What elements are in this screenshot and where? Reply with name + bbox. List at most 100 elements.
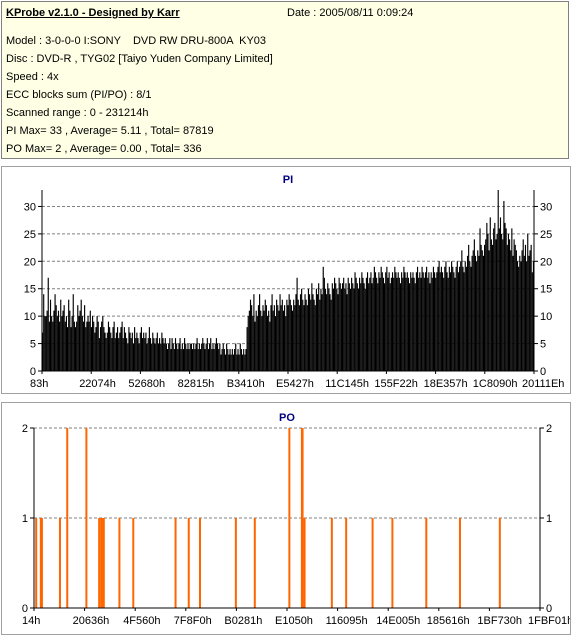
pi-bar	[490, 239, 492, 371]
pi-bar	[403, 266, 405, 371]
pi-bar	[473, 239, 475, 371]
pi-x-tick-label: 18E357h	[424, 378, 468, 390]
pi-y-tick-label-right: 5	[540, 339, 546, 351]
pi-bar	[447, 277, 449, 371]
pi-bar	[523, 255, 525, 371]
pi-bar	[439, 272, 441, 371]
pi-bar	[397, 272, 399, 371]
pi-bar	[291, 310, 294, 371]
pi-bar	[265, 305, 267, 371]
pi-bar	[489, 217, 491, 371]
pi-bar	[448, 266, 450, 371]
pi-bar	[518, 266, 520, 371]
pi-bar	[51, 316, 53, 371]
po-bar	[234, 518, 237, 608]
pi-bar	[376, 277, 378, 371]
pi-bar	[195, 343, 197, 371]
pi-bar	[498, 228, 500, 371]
pi-bar	[185, 343, 187, 371]
pi-bar	[205, 343, 207, 371]
pi-x-tick-label: 82815h	[178, 378, 215, 390]
pi-bar	[62, 310, 64, 371]
po-bar	[458, 518, 461, 608]
pi-bar	[238, 354, 240, 371]
pi-bar	[385, 272, 387, 371]
pi-bar	[191, 349, 194, 371]
po-x-tick-label: E1050h	[275, 615, 313, 627]
pi-bar	[227, 349, 229, 371]
pi-bar	[110, 332, 112, 371]
pi-bar	[134, 327, 136, 371]
po-bar	[35, 518, 38, 608]
pi-bar	[172, 343, 174, 371]
pi-bar	[147, 338, 149, 371]
pi-bar	[120, 327, 122, 371]
pi-bar	[310, 299, 312, 371]
pi-bar	[390, 277, 392, 371]
pi-bar	[144, 338, 146, 371]
pi-bar	[309, 294, 311, 371]
pi-bar	[293, 299, 295, 371]
pi-bar	[141, 338, 144, 371]
pi-x-tick-label: E5427h	[276, 378, 314, 390]
pi-bar	[177, 349, 179, 371]
pi-bar	[322, 266, 324, 371]
pi-bar	[49, 299, 52, 371]
pi-bar	[485, 239, 487, 371]
pi-bar	[255, 310, 257, 371]
po-x-tick-label: B0281h	[224, 615, 262, 627]
pi-bar	[102, 316, 104, 371]
pi-bar	[391, 272, 394, 371]
pi-bar	[135, 338, 137, 371]
pi-bar	[361, 272, 363, 371]
pi-bar	[394, 266, 396, 371]
pi-bar	[511, 228, 513, 371]
pi-bar	[222, 343, 224, 371]
pi-bar	[497, 190, 499, 371]
po-chart-panel: PO 0 0 1 1 2 2 14h 20636h 4F560h 7F8F0h B0281h E1050…	[1, 402, 572, 635]
pi-bar	[493, 228, 495, 371]
pi-bar	[132, 343, 135, 371]
pi-bar	[143, 332, 145, 371]
pi-bar	[285, 316, 287, 371]
pi-bar	[412, 272, 414, 371]
pi-bar	[495, 239, 497, 371]
pi-bar	[371, 283, 373, 371]
po-y-tick-label: 0	[22, 603, 28, 615]
po-x-tick-label: 14E005h	[376, 615, 420, 627]
pi-bar	[277, 305, 279, 371]
pi-x-tick-label: 20111Eh	[522, 378, 564, 390]
pi-bar	[248, 310, 250, 371]
pi-bar	[204, 349, 206, 371]
pi-bar	[126, 338, 128, 371]
pi-bar	[355, 277, 357, 371]
pi-bar	[206, 338, 208, 371]
pi-bar	[161, 332, 163, 371]
pi-bar	[479, 228, 481, 371]
pi-chart-title: PI	[283, 174, 293, 186]
pi-bar	[284, 305, 286, 371]
pi-bar	[46, 310, 48, 371]
pi-bar	[474, 255, 477, 371]
pi-bar	[522, 239, 524, 371]
pi-bar	[520, 261, 522, 371]
pi-y-tick-label: 20	[24, 256, 36, 268]
po-x-tick-label: 14h	[22, 615, 40, 627]
pi-y-tick-label-right: 30	[540, 201, 552, 213]
pi-bar	[357, 288, 360, 371]
pi-bar	[152, 332, 154, 371]
po-y-tick-label-right: 2	[546, 423, 552, 435]
pi-bar	[359, 277, 361, 371]
pi-bar	[65, 316, 67, 371]
po-x-tick-label: 1FBF01h	[528, 615, 570, 627]
pi-bar	[151, 343, 153, 371]
pi-bar	[130, 338, 132, 371]
pi-bar	[230, 354, 232, 371]
pi-x-tick-label: 1C8090h	[473, 378, 518, 390]
pi-bar	[484, 244, 486, 371]
po-bar	[58, 518, 61, 608]
pi-bar	[434, 272, 436, 371]
pi-bar	[338, 277, 340, 371]
pi-bar	[339, 283, 341, 371]
pi-bar	[57, 310, 60, 371]
